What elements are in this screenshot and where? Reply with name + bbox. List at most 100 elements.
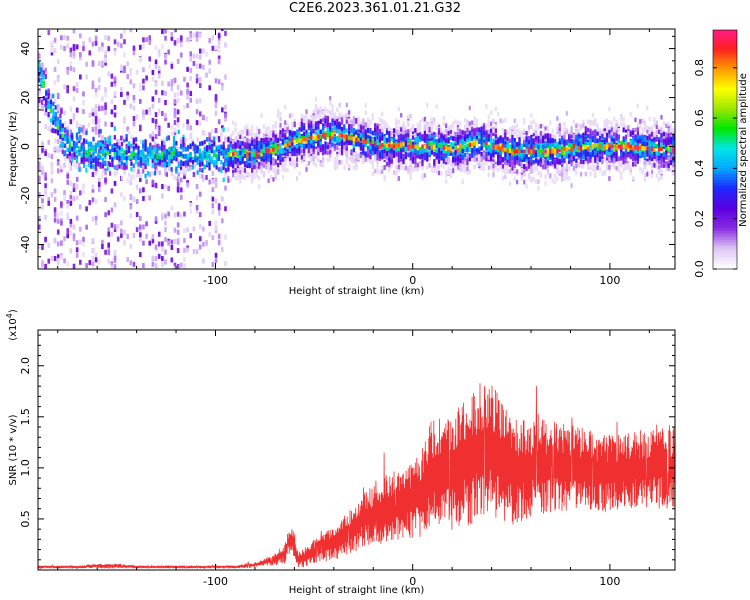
heatmap-cell [534, 131, 538, 137]
heatmap-cell [47, 104, 50, 110]
heatmap-cell [60, 140, 63, 146]
heatmap-cell [222, 154, 225, 159]
heatmap-cell [518, 152, 521, 157]
heatmap-cell [239, 150, 242, 156]
heatmap-cell [203, 139, 206, 145]
heatmap-cell [300, 117, 303, 122]
heatmap-cell [300, 127, 303, 132]
heatmap-cell [64, 150, 67, 156]
heatmap-cell [314, 134, 318, 139]
heatmap-cell [293, 130, 296, 136]
heatmap-cell [90, 164, 93, 169]
heatmap-cell [277, 113, 280, 118]
heatmap-cell [442, 121, 445, 126]
heatmap-cell [44, 151, 47, 157]
heatmap-cell [534, 163, 538, 168]
heatmap-cell [321, 150, 325, 156]
heatmap-cell [383, 149, 386, 154]
heatmap-cell [177, 129, 180, 135]
heatmap-cell [463, 135, 467, 141]
heatmap-cell [173, 227, 177, 233]
heatmap-cell [546, 151, 550, 157]
heatmap-cell [138, 124, 142, 130]
heatmap-cell [492, 144, 495, 149]
heatmap-cell [366, 157, 370, 163]
heatmap-cell [400, 157, 403, 162]
heatmap-cell [473, 117, 476, 122]
heatmap-cell [123, 115, 126, 121]
heatmap-cell [284, 167, 287, 173]
heatmap-cell [248, 138, 251, 144]
heatmap-cell [44, 214, 47, 220]
heatmap-cell [157, 108, 161, 114]
heatmap-cell [137, 145, 140, 151]
heatmap-cell [504, 139, 507, 144]
heatmap-cell [104, 197, 107, 203]
heatmap-cell [402, 130, 405, 135]
heatmap-cell [506, 136, 509, 142]
heatmap-cell [208, 165, 211, 171]
heatmap-cell [395, 143, 398, 148]
heatmap-cell [125, 155, 128, 161]
heatmap-cell [352, 120, 355, 125]
heatmap-cell [224, 185, 227, 191]
heatmap-cell [104, 249, 107, 255]
heatmap-cell [217, 135, 221, 141]
heatmap-cell [79, 190, 82, 196]
heatmap-cell [421, 159, 424, 164]
heatmap-cell [221, 107, 224, 113]
heatmap-cell [288, 138, 292, 144]
heatmap-cell [66, 212, 69, 218]
heatmap-cell [409, 171, 412, 176]
heatmap-cell [459, 152, 462, 158]
heatmap-cell [504, 150, 507, 156]
heatmap-cell [482, 157, 486, 163]
heatmap-cell [50, 47, 54, 53]
heatmap-cell [402, 141, 405, 147]
heatmap-cell [430, 165, 434, 171]
heatmap-cell [127, 141, 131, 146]
heatmap-cell [198, 54, 202, 60]
heatmap-cell [132, 151, 135, 156]
heatmap-cell [132, 232, 136, 238]
heatmap-cell [423, 152, 426, 157]
heatmap-cell [116, 139, 119, 144]
heatmap-cell [210, 156, 213, 161]
heatmap-cell [433, 168, 436, 173]
heatmap-cell [430, 117, 434, 122]
heatmap-cell [53, 98, 57, 104]
heatmap-cell [355, 158, 358, 163]
heatmap-cell [513, 142, 516, 147]
heatmap-cell [232, 139, 235, 145]
heatmap-cell [135, 212, 139, 218]
heatmap-cell [91, 107, 95, 113]
heatmap-cell [195, 195, 199, 201]
heatmap-cell [343, 129, 346, 134]
heatmap-cell [132, 261, 136, 267]
heatmap-cell [561, 148, 564, 153]
heatmap-cell [41, 245, 44, 251]
heatmap-cell [428, 122, 431, 128]
heatmap-cell [213, 152, 216, 158]
heatmap-cell [345, 141, 348, 146]
heatmap-cell [494, 134, 497, 139]
heatmap-cell [565, 111, 568, 116]
heatmap-cell [331, 136, 334, 142]
heatmap-cell [215, 165, 218, 170]
heatmap-cell [49, 105, 53, 111]
heatmap-cell [176, 84, 180, 90]
heatmap-cell [69, 106, 73, 112]
heatmap-cell [170, 257, 174, 263]
heatmap-cell [445, 172, 448, 178]
heatmap-cell [388, 161, 391, 166]
heatmap-cell [61, 136, 64, 141]
heatmap-cell [99, 145, 102, 150]
heatmap-cell [198, 148, 202, 153]
heatmap-cell [60, 167, 63, 173]
heatmap-cell [129, 180, 133, 186]
heatmap-cell [265, 137, 268, 142]
heatmap-cell [157, 253, 161, 259]
heatmap-cell [113, 76, 117, 82]
heatmap-cell [241, 151, 244, 157]
heatmap-cell [508, 138, 512, 144]
